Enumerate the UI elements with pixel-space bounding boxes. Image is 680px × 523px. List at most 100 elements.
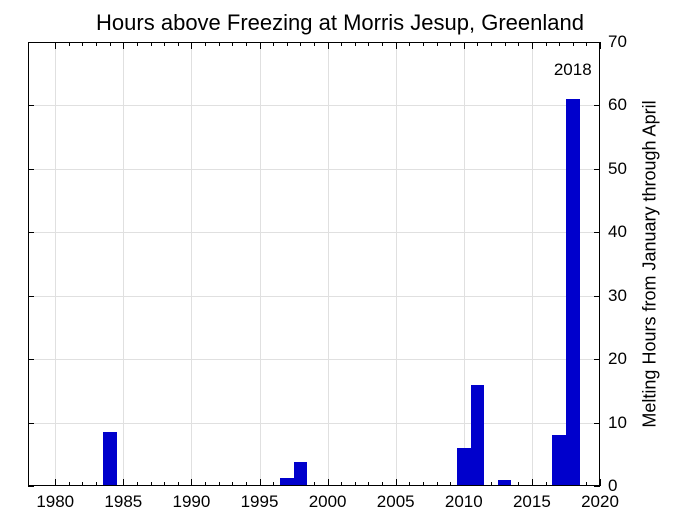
x-minor-tick-mark bbox=[96, 42, 97, 46]
x-tick-label: 2005 bbox=[377, 492, 415, 512]
y-tick-label: 60 bbox=[608, 95, 627, 115]
y-tick-label: 10 bbox=[608, 413, 627, 433]
x-minor-tick-mark bbox=[151, 42, 152, 46]
x-minor-tick-mark bbox=[314, 42, 315, 46]
y-tick-mark bbox=[594, 105, 600, 106]
y-tick-label: 50 bbox=[608, 159, 627, 179]
x-tick-mark bbox=[396, 479, 397, 486]
x-tick-mark bbox=[55, 479, 56, 486]
x-minor-tick-mark bbox=[559, 42, 560, 46]
x-tick-label: 2000 bbox=[309, 492, 347, 512]
x-minor-tick-mark bbox=[287, 42, 288, 46]
x-minor-tick-mark bbox=[110, 42, 111, 46]
grid-line-horizontal bbox=[28, 169, 600, 170]
x-minor-tick-mark bbox=[423, 42, 424, 46]
x-minor-tick-mark bbox=[546, 42, 547, 46]
chart-title: Hours above Freezing at Morris Jesup, Gr… bbox=[0, 10, 680, 36]
y-tick-mark bbox=[28, 105, 34, 106]
x-minor-tick-mark bbox=[205, 482, 206, 486]
x-tick-mark bbox=[123, 42, 124, 49]
x-minor-tick-mark bbox=[137, 42, 138, 46]
bar bbox=[566, 99, 580, 486]
annotation-label: 2018 bbox=[554, 60, 592, 80]
grid-line-vertical bbox=[532, 42, 533, 486]
grid-line-horizontal bbox=[28, 296, 600, 297]
x-minor-tick-mark bbox=[69, 42, 70, 46]
x-tick-mark bbox=[532, 42, 533, 49]
x-tick-mark bbox=[260, 479, 261, 486]
bar bbox=[471, 385, 485, 486]
x-minor-tick-mark bbox=[518, 42, 519, 46]
x-tick-mark bbox=[191, 479, 192, 486]
x-minor-tick-mark bbox=[586, 42, 587, 46]
bar bbox=[498, 480, 512, 486]
x-tick-mark bbox=[328, 479, 329, 486]
x-tick-label: 1980 bbox=[36, 492, 74, 512]
bar bbox=[294, 462, 308, 486]
grid-line-vertical bbox=[191, 42, 192, 486]
y-tick-label: 20 bbox=[608, 349, 627, 369]
plot-area bbox=[28, 42, 600, 486]
x-minor-tick-mark bbox=[437, 482, 438, 486]
x-minor-tick-mark bbox=[232, 42, 233, 46]
y-tick-mark bbox=[594, 359, 600, 360]
chart-container: Hours above Freezing at Morris Jesup, Gr… bbox=[0, 0, 680, 523]
y-tick-mark bbox=[28, 42, 34, 43]
y-tick-mark bbox=[594, 232, 600, 233]
x-tick-label: 1995 bbox=[241, 492, 279, 512]
x-tick-mark bbox=[191, 42, 192, 49]
x-minor-tick-mark bbox=[450, 482, 451, 486]
x-minor-tick-mark bbox=[96, 482, 97, 486]
grid-line-horizontal bbox=[28, 359, 600, 360]
grid-line-vertical bbox=[464, 42, 465, 486]
grid-line-horizontal bbox=[28, 423, 600, 424]
x-tick-mark bbox=[464, 42, 465, 49]
x-tick-label: 2010 bbox=[445, 492, 483, 512]
x-minor-tick-mark bbox=[219, 482, 220, 486]
x-minor-tick-mark bbox=[409, 482, 410, 486]
y-tick-mark bbox=[28, 423, 34, 424]
grid-line-vertical bbox=[123, 42, 124, 486]
bar bbox=[552, 435, 566, 486]
x-minor-tick-mark bbox=[491, 42, 492, 46]
x-tick-mark bbox=[123, 479, 124, 486]
bar bbox=[103, 432, 117, 486]
x-minor-tick-mark bbox=[355, 42, 356, 46]
grid-line-vertical bbox=[260, 42, 261, 486]
x-minor-tick-mark bbox=[341, 482, 342, 486]
y-tick-mark bbox=[594, 296, 600, 297]
y-tick-mark bbox=[594, 169, 600, 170]
x-minor-tick-mark bbox=[246, 42, 247, 46]
x-minor-tick-mark bbox=[178, 482, 179, 486]
x-minor-tick-mark bbox=[437, 42, 438, 46]
x-tick-mark bbox=[396, 42, 397, 49]
x-minor-tick-mark bbox=[450, 42, 451, 46]
x-tick-label: 1985 bbox=[104, 492, 142, 512]
x-minor-tick-mark bbox=[518, 482, 519, 486]
x-minor-tick-mark bbox=[164, 482, 165, 486]
bar bbox=[457, 448, 471, 486]
y-tick-mark bbox=[28, 296, 34, 297]
x-tick-mark bbox=[600, 42, 601, 49]
x-minor-tick-mark bbox=[137, 482, 138, 486]
x-minor-tick-mark bbox=[300, 42, 301, 46]
grid-line-horizontal bbox=[28, 105, 600, 106]
x-minor-tick-mark bbox=[546, 482, 547, 486]
x-minor-tick-mark bbox=[382, 42, 383, 46]
x-minor-tick-mark bbox=[178, 42, 179, 46]
x-minor-tick-mark bbox=[232, 482, 233, 486]
x-minor-tick-mark bbox=[273, 42, 274, 46]
y-tick-mark bbox=[28, 486, 34, 487]
x-minor-tick-mark bbox=[573, 42, 574, 46]
x-minor-tick-mark bbox=[382, 482, 383, 486]
x-tick-label: 2020 bbox=[581, 492, 619, 512]
y-tick-label: 40 bbox=[608, 222, 627, 242]
x-minor-tick-mark bbox=[314, 482, 315, 486]
x-minor-tick-mark bbox=[219, 42, 220, 46]
x-tick-mark bbox=[328, 42, 329, 49]
x-minor-tick-mark bbox=[273, 482, 274, 486]
y-tick-mark bbox=[594, 486, 600, 487]
x-tick-label: 2015 bbox=[513, 492, 551, 512]
grid-line-horizontal bbox=[28, 232, 600, 233]
x-minor-tick-mark bbox=[82, 42, 83, 46]
